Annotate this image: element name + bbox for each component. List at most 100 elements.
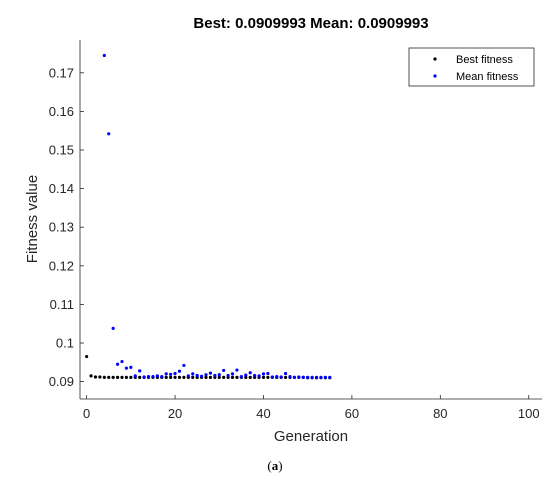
- mean-fitness-point: [155, 374, 159, 378]
- title-best-prefix: Best:: [193, 15, 235, 32]
- best-fitness-point: [182, 375, 186, 379]
- mean-fitness-point: [208, 371, 213, 375]
- mean-fitness-point: [146, 375, 151, 379]
- mean-fitness-point: [266, 371, 270, 376]
- mean-fitness-point: [115, 362, 120, 366]
- mean-fitness-point: [301, 375, 305, 379]
- best-fitness-point: [235, 375, 239, 379]
- best-fitness-point: [266, 375, 270, 379]
- plot-area: [80, 40, 542, 399]
- mean-fitness-point: [288, 375, 292, 379]
- best-fitness-point: [102, 375, 106, 379]
- chart-title: Best: 0.0909993 Mean: 0.0909993: [193, 15, 428, 32]
- x-axis-label: Generation: [274, 428, 348, 445]
- mean-fitness-point: [261, 372, 266, 376]
- best-fitness-point: [191, 375, 195, 379]
- best-fitness-point: [169, 375, 173, 379]
- mean-fitness-point: [111, 326, 115, 330]
- mean-fitness-point: [160, 375, 164, 379]
- mean-fitness-point: [124, 366, 129, 370]
- mean-fitness-point: [217, 373, 221, 377]
- mean-fitness-point: [142, 375, 146, 379]
- y-tick-label: 0.09: [49, 374, 74, 389]
- mean-fitness-point: [230, 372, 235, 376]
- mean-fitness-point: [328, 375, 332, 379]
- best-fitness-point: [177, 375, 182, 379]
- mean-fitness-point: [239, 375, 243, 379]
- x-ticks: 0 20 40 60 80 100: [83, 395, 540, 421]
- best-fitness-point: [98, 375, 102, 379]
- mean-fitness-point: [314, 375, 319, 379]
- data-marks: [85, 53, 332, 380]
- caption-letter: a: [271, 458, 279, 473]
- best-fitness-point: [261, 375, 266, 379]
- mean-fitness-point: [270, 375, 274, 379]
- best-fitness-point: [107, 375, 111, 379]
- caption-open-paren: (: [267, 458, 272, 473]
- mean-fitness-point: [102, 53, 106, 58]
- axes: [79, 40, 542, 400]
- best-fitness-point: [89, 374, 93, 378]
- y-tick-label: 0.14: [49, 181, 74, 196]
- y-tick-label: 0.12: [49, 258, 74, 273]
- y-tick-label: 0.11: [50, 297, 74, 312]
- best-fitness-point: [208, 375, 213, 379]
- best-fitness-point: [173, 375, 177, 379]
- legend-marker-best: [433, 57, 437, 61]
- best-fitness-point: [85, 354, 89, 359]
- x-tick-label: 40: [256, 406, 270, 421]
- mean-fitness-point: [253, 373, 257, 378]
- best-fitness-point: [230, 375, 235, 379]
- best-fitness-point: [129, 375, 133, 379]
- legend: Best fitness Mean fitness: [408, 47, 535, 87]
- mean-fitness-point: [191, 372, 195, 376]
- mean-fitness-point: [297, 375, 301, 379]
- best-fitness-point: [138, 375, 142, 379]
- mean-fitness-point: [169, 372, 173, 376]
- y-tick-label: 0.13: [49, 220, 74, 235]
- mean-fitness-point: [222, 368, 226, 373]
- best-fitness-point: [248, 375, 252, 379]
- x-tick-label: 100: [518, 406, 540, 421]
- mean-fitness-point: [199, 374, 204, 378]
- legend-label-mean: Mean fitness: [456, 71, 519, 83]
- best-fitness-point: [115, 375, 120, 379]
- best-fitness-point: [217, 375, 221, 379]
- caption-close-paren: ): [278, 458, 283, 473]
- mean-fitness-point: [151, 375, 155, 379]
- mean-fitness-point: [195, 373, 199, 378]
- mean-fitness-point: [182, 363, 186, 368]
- mean-fitness-point: [323, 375, 327, 379]
- mean-fitness-point: [226, 373, 230, 378]
- legend-box: [408, 47, 535, 87]
- best-fitness-point: [111, 375, 115, 379]
- best-fitness-point: [120, 375, 124, 379]
- mean-fitness-point: [235, 368, 239, 372]
- mean-fitness-point: [244, 373, 248, 377]
- y-tick-label: 0.1: [56, 336, 74, 351]
- best-fitness-point: [283, 375, 288, 379]
- mean-fitness-point: [129, 365, 133, 369]
- x-tick-label: 0: [83, 406, 90, 421]
- x-tick-label: 20: [168, 406, 182, 421]
- y-axis-label: Fitness value: [24, 175, 41, 263]
- y-tick-label: 0.17: [49, 65, 74, 80]
- x-tick-label: 80: [433, 406, 447, 421]
- mean-fitness-point: [186, 374, 190, 378]
- title-best-value: 0.0909993: [235, 15, 306, 32]
- mean-fitness-point: [173, 371, 177, 376]
- y-tick-label: 0.15: [49, 143, 74, 158]
- mean-fitness-point: [292, 375, 297, 379]
- mean-fitness-point: [275, 375, 279, 379]
- mean-fitness-point: [120, 359, 124, 364]
- legend-label-best: Best fitness: [456, 54, 513, 66]
- mean-fitness-point: [204, 373, 208, 377]
- mean-fitness-point: [177, 369, 182, 373]
- best-fitness-point: [164, 375, 168, 379]
- title-mean-value: 0.0909993: [358, 15, 429, 32]
- mean-fitness-point: [306, 375, 310, 379]
- mean-fitness-point: [279, 375, 283, 379]
- title-mean-prefix: Mean:: [306, 15, 358, 32]
- mean-fitness-point: [310, 375, 314, 379]
